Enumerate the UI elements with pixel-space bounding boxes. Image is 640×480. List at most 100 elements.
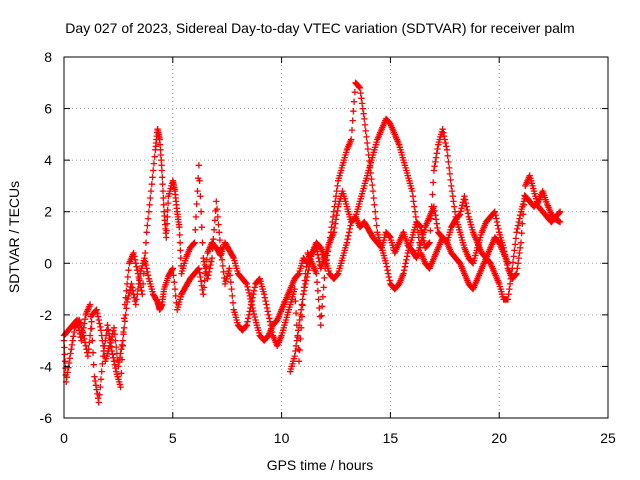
data-point [119,342,126,349]
y-tick-label: 0 [44,255,52,271]
data-point [373,222,380,229]
data-point [450,198,457,205]
data-point [434,224,441,232]
data-point [334,207,341,215]
x-tick-label: 10 [274,430,290,446]
data-point [350,108,357,115]
plot-frame [63,56,609,419]
data-point [291,352,298,360]
data-point [139,291,146,298]
data-point [250,287,258,294]
data-point [370,194,377,202]
data-point [267,322,274,329]
data-point [332,193,340,200]
data-point [326,239,333,246]
data-point [329,218,336,226]
data-point [314,287,322,294]
data-point [432,154,440,161]
data-point [106,334,113,342]
data-point [121,315,128,322]
data-point [139,280,147,288]
data-point [299,296,306,303]
data-point [244,283,251,291]
data-point [137,284,145,291]
data-point [247,304,254,312]
data-point [556,209,563,216]
data-point [305,267,312,274]
data-point [297,311,304,319]
y-tick-label: 2 [44,204,52,220]
data-point [75,323,82,331]
data-point [456,211,464,218]
data-point [159,187,167,195]
data-point [303,277,310,284]
data-point [226,272,234,279]
data-point [118,346,125,353]
data-point [63,374,71,381]
data-point [122,311,129,319]
data-point [432,216,440,223]
data-point [248,297,256,305]
data-point [364,145,372,153]
data-point [262,297,269,305]
data-point [132,301,139,308]
data-point [229,299,237,306]
data-point [343,239,351,246]
data-point [245,315,252,322]
data-point [440,132,448,140]
data-point [198,224,205,231]
data-point [206,265,213,272]
data-point [448,182,455,190]
data-point [351,89,359,96]
data-point [327,234,334,241]
data-point [445,158,452,166]
data-point [333,212,340,219]
data-point [350,98,358,105]
data-point [71,328,78,336]
data-point [200,291,207,298]
data-point [331,203,338,210]
data-point [81,316,89,323]
data-point [513,229,520,236]
y-tick-label: -6 [40,410,53,426]
data-point [456,212,463,219]
data-point [269,328,276,336]
data-point [243,322,250,329]
data-point [331,224,338,232]
data-point [510,253,517,260]
data-point [451,203,458,210]
data-point [321,274,328,282]
data-point [142,239,150,246]
data-point [118,341,126,349]
data-point [108,347,116,355]
data-point [100,347,108,355]
y-tick-label: 4 [44,152,52,168]
data-point [515,254,522,262]
data-point [74,320,81,327]
data-point [110,358,118,365]
data-point [448,187,456,195]
data-point [214,213,221,221]
data-point [226,265,233,272]
data-point [385,270,392,277]
data-point [301,284,308,291]
data-point [177,247,184,254]
data-point [461,196,469,203]
data-point [433,220,440,227]
data-point [493,218,501,226]
data-point [150,160,158,167]
data-point [243,280,250,288]
data-point [105,326,112,333]
data-point [92,382,100,389]
data-point [358,95,365,102]
data-point [412,213,419,221]
data-point [171,279,178,286]
data-point [147,187,155,195]
data-point [363,133,370,141]
data-point [169,265,176,272]
data-point [94,395,102,402]
data-point [416,244,424,251]
data-point [197,193,204,200]
